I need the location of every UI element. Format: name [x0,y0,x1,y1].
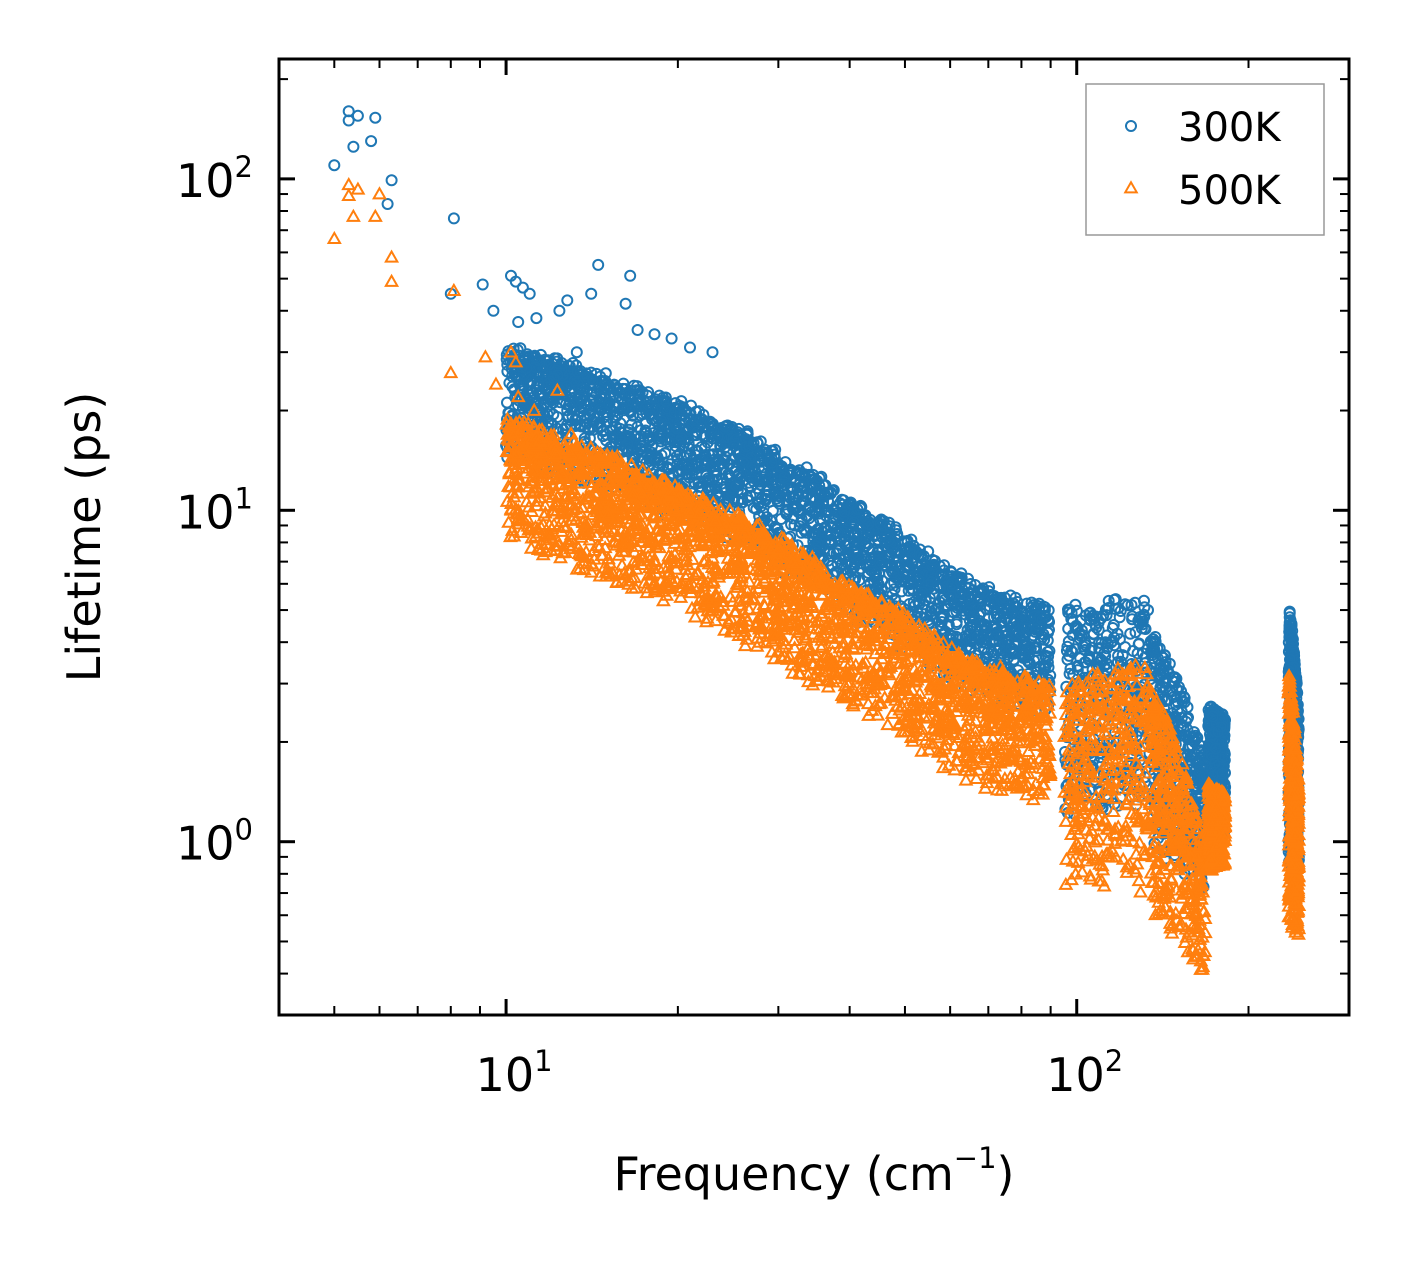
point-500k [341,176,357,191]
point-300k [342,114,355,127]
point-300k [487,304,500,317]
point-300k [476,278,489,291]
point-300k [328,159,341,172]
point-300k [592,258,605,271]
point-300k [509,275,522,288]
point-300k [766,504,779,517]
point-300k [706,346,719,359]
point-300k [553,304,566,317]
point-300k [523,287,536,300]
point-300k [624,269,637,282]
point-300k [365,135,378,148]
point-300k [516,281,529,294]
point-300k [351,109,364,122]
point-300k [530,312,543,325]
point-300k [385,174,398,187]
point-500k [367,208,383,222]
point-300k [369,111,382,124]
point-300k [665,332,678,345]
point-300k [570,346,583,359]
point-300k [381,198,394,210]
point-300k [585,287,598,300]
point-500k [443,365,459,379]
point-500k [477,349,493,363]
point-300k [631,324,644,336]
point-500k [488,376,504,390]
point-500k [350,181,366,195]
point-300k [619,297,632,310]
point-500k [384,273,400,287]
point-300k [648,328,661,341]
point-500k [345,208,361,222]
point-500k [372,186,387,200]
point-500k [326,230,342,245]
point-300k [684,341,696,354]
point-300k [561,294,574,307]
point-300k [512,316,525,328]
point-300k [347,140,360,153]
point-500k [384,249,400,263]
point-300k [447,212,460,225]
point-300k [895,585,908,598]
